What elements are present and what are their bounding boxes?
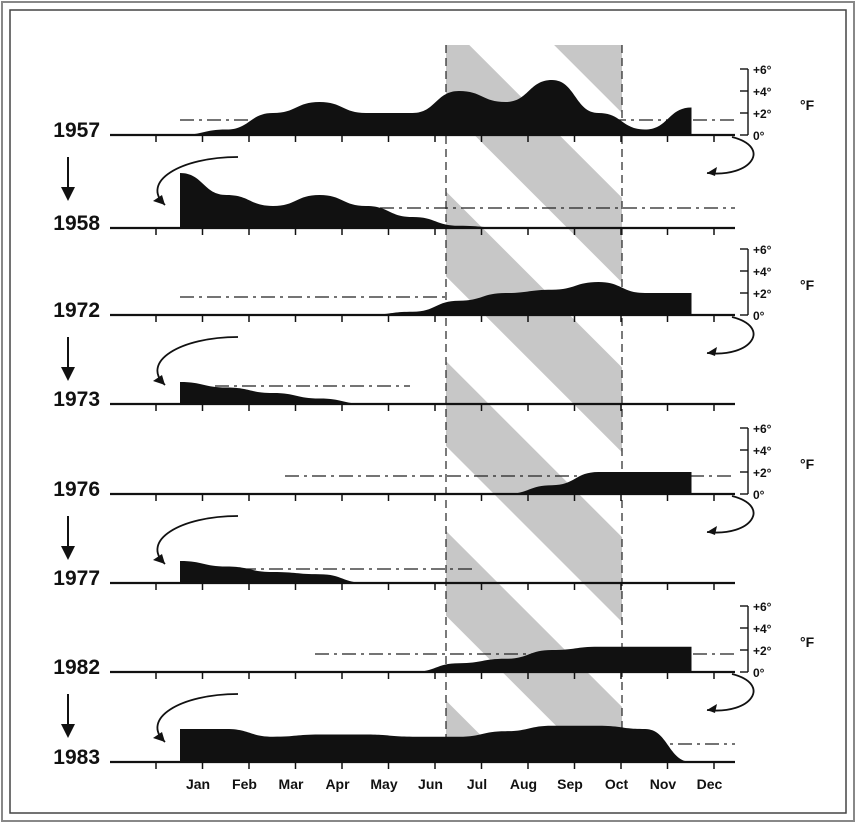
- year-label-1972: 1972: [53, 299, 100, 322]
- year-label-1983: 1983: [53, 746, 100, 769]
- carryover-arrow-right: [706, 136, 755, 175]
- scale-label: 0°: [753, 488, 765, 502]
- carryover-arrow-right: [706, 673, 755, 712]
- scale-label: +4°: [753, 444, 772, 458]
- panel-1982: 1982 +6° +4° +2° 0° °F: [53, 600, 815, 738]
- scale-label: 0°: [753, 666, 765, 680]
- anomaly-area-1982: [180, 646, 692, 672]
- scale-label: +6°: [753, 600, 772, 614]
- scale-label: +2°: [753, 107, 772, 121]
- scale-label: +4°: [753, 85, 772, 99]
- anomaly-area-1976: [180, 472, 692, 494]
- arrowhead-icon: [153, 732, 165, 742]
- carryover-arrow-right: [706, 495, 755, 534]
- month-label-Jul: Jul: [467, 776, 487, 792]
- carryover-arrow-left: [156, 336, 239, 386]
- arrowhead-icon: [707, 347, 717, 356]
- down-arrow-icon: [61, 187, 75, 201]
- down-arrow-icon: [61, 546, 75, 560]
- month-label-Dec: Dec: [697, 776, 723, 792]
- panel-1977: 1977: [53, 515, 735, 590]
- month-label-Oct: Oct: [605, 776, 629, 792]
- arrowhead-icon: [153, 375, 165, 385]
- arrowhead-icon: [707, 704, 717, 713]
- panel-1976: 1976 +6° +4° +2° 0° °F: [53, 422, 815, 560]
- scale-label: +2°: [753, 287, 772, 301]
- month-label-Jan: Jan: [186, 776, 210, 792]
- scale-unit-label: °F: [800, 634, 815, 650]
- scale-label: +2°: [753, 466, 772, 480]
- month-label-Jun: Jun: [418, 776, 443, 792]
- month-label-Feb: Feb: [232, 776, 257, 792]
- month-axis-labels: Jan Feb Mar Apr May Jun Jul Aug Sep Oct Nov Dec: [186, 776, 723, 792]
- arrowhead-icon: [707, 167, 717, 176]
- year-label-1977: 1977: [53, 567, 100, 590]
- month-label-Mar: Mar: [279, 776, 304, 792]
- carryover-arrow-left: [156, 515, 239, 565]
- down-arrow-icon: [61, 367, 75, 381]
- scale-label: +6°: [753, 422, 772, 436]
- scale-label: +2°: [753, 644, 772, 658]
- panel-1973: 1973: [53, 336, 735, 411]
- anomaly-area-1977: [180, 561, 692, 583]
- year-label-1982: 1982: [53, 656, 100, 679]
- scale-unit-label: °F: [800, 456, 815, 472]
- year-label-1973: 1973: [53, 388, 100, 411]
- year-label-1957: 1957: [53, 119, 100, 142]
- month-label-Aug: Aug: [510, 776, 537, 792]
- arrowhead-icon: [707, 526, 717, 535]
- month-label-May: May: [370, 776, 397, 792]
- arrowhead-icon: [153, 195, 165, 205]
- scale-unit-label: °F: [800, 277, 815, 293]
- year-label-1958: 1958: [53, 212, 100, 235]
- anomaly-area-1958: [180, 173, 692, 228]
- scale-label: 0°: [753, 129, 765, 143]
- scale-label: +4°: [753, 622, 772, 636]
- anomaly-area-1983: [180, 725, 692, 762]
- scale-label: +4°: [753, 265, 772, 279]
- month-label-Apr: Apr: [325, 776, 350, 792]
- down-arrow-icon: [61, 724, 75, 738]
- scale-label: +6°: [753, 243, 772, 257]
- scale-label: +6°: [753, 63, 772, 77]
- month-label-Nov: Nov: [650, 776, 677, 792]
- panel-1972: 1972 +6° +4° +2° 0° °F: [53, 243, 815, 381]
- panel-1957: 1957 +6° +4° +2° 0° °F: [53, 63, 815, 201]
- anomaly-area-1973: [180, 382, 692, 404]
- inner-frame: [9, 9, 847, 814]
- carryover-arrow-right: [706, 316, 755, 355]
- scale-label: 0°: [753, 309, 765, 323]
- panel-1983: 1983: [53, 693, 735, 769]
- year-panels: 1957+6°+4°+2°0°°F19581972+6°+4°+2°0°°F19…: [53, 63, 815, 769]
- panel-1958: 1958: [53, 156, 735, 235]
- year-label-1976: 1976: [53, 478, 100, 501]
- anomaly-area-1957: [180, 80, 692, 135]
- month-label-Sep: Sep: [557, 776, 583, 792]
- scale-unit-label: °F: [800, 97, 815, 113]
- anomaly-area-1972: [180, 282, 692, 315]
- arrowhead-icon: [153, 554, 165, 564]
